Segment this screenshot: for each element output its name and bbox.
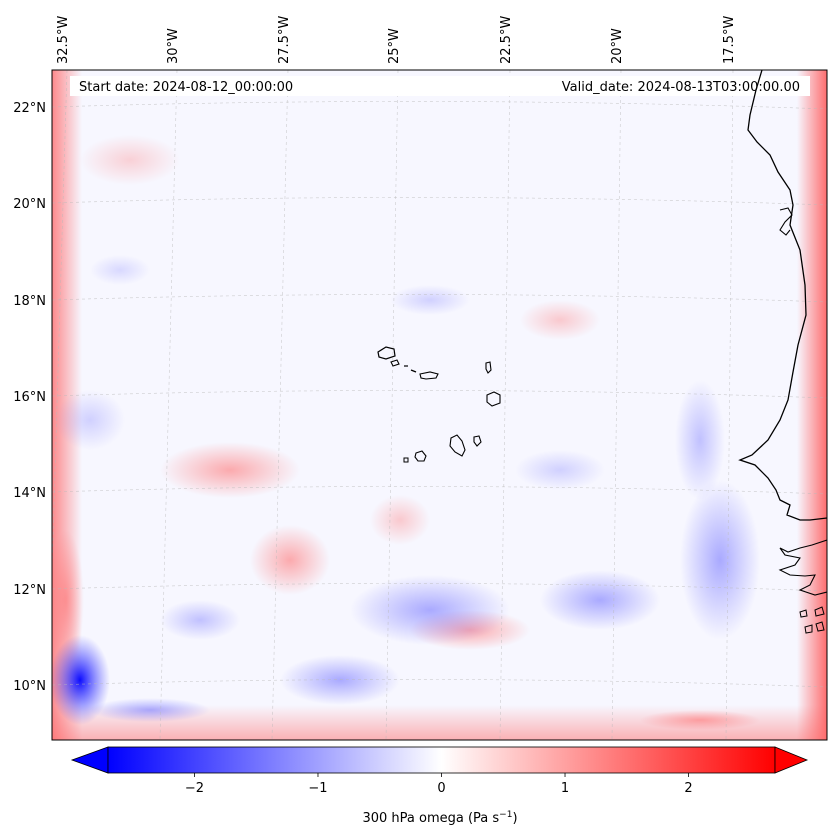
negative-omega-area	[90, 255, 150, 285]
meridian-gridline	[385, 70, 399, 740]
meridian-gridline	[271, 70, 289, 740]
parallel-gridline	[52, 486, 827, 495]
colorbar-tick-label: 2	[684, 781, 692, 796]
colorbar-gradient	[107, 746, 776, 774]
colorbar-extend-max	[774, 746, 809, 774]
negative-omega-area	[55, 390, 125, 450]
cape-verde-sao-nicolau-main	[419, 371, 439, 380]
colorbar-tick-label: 0	[437, 781, 445, 796]
longitude-tick-label: 25°W	[387, 28, 402, 64]
colorbar: −2 −1 0 1 2 300 hPa omega (Pa s−1)	[70, 746, 809, 826]
latitude-tick-label: 10°N	[13, 679, 46, 694]
meridian-gridline	[499, 70, 511, 740]
omega-field	[52, 70, 827, 740]
longitude-tick-label: 20°W	[610, 28, 625, 64]
map-frame	[51, 69, 828, 741]
colorbar-tick-label: 1	[561, 781, 569, 796]
west-africa-coastline	[738, 70, 827, 521]
parallel-gridline	[52, 197, 827, 206]
colorbar-label: 300 hPa omega (Pa s−1)	[362, 810, 517, 826]
parallel-gridline	[52, 101, 827, 110]
negative-omega-area	[680, 480, 760, 640]
colorbar-tick-label: −1	[308, 781, 327, 796]
cape-verde-sao-nicolau	[410, 369, 417, 373]
latitude-tick-label: 14°N	[13, 486, 46, 501]
longitude-tick-label: 22.5°W	[499, 16, 514, 64]
parallel-gridline	[52, 583, 827, 592]
negative-omega-area	[515, 450, 605, 490]
latitude-tick-label: 20°N	[13, 197, 46, 212]
strong-negative-omega-area	[52, 635, 110, 725]
colorbar-ticks: −2 −1 0 1 2	[185, 773, 693, 796]
positive-omega-area	[80, 135, 180, 185]
cape-verde-fogo	[414, 450, 427, 462]
negative-omega-area	[675, 380, 725, 500]
guinea-bissau-coastline	[778, 539, 827, 596]
parallel-gridline	[52, 679, 827, 688]
bijagos-island	[804, 624, 813, 634]
bijagos-island	[814, 606, 825, 617]
longitude-tick-label: 32.5°W	[56, 16, 71, 64]
longitude-tick-label: 27.5°W	[277, 16, 292, 64]
latitude-tick-label: 12°N	[13, 583, 46, 598]
negative-omega-area	[280, 655, 400, 705]
longitude-tick-labels: 32.5°W 30°W 27.5°W 25°W 22.5°W 20°W 17.5°W	[56, 16, 737, 64]
right-edge-positive-band	[797, 70, 827, 740]
meridian-gridline	[611, 70, 622, 740]
cape-verde-maio	[473, 435, 482, 447]
positive-omega-area	[52, 530, 84, 670]
latitude-tick-label: 18°N	[13, 294, 46, 309]
negative-omega-area	[160, 600, 240, 640]
negative-omega-area	[350, 575, 510, 645]
meridian-gridline	[159, 70, 178, 740]
annotation-background	[70, 76, 810, 96]
positive-omega-area	[370, 495, 430, 545]
valid-date-label: Valid_date: 2024-08-13T03:00:00.00	[562, 80, 800, 95]
parallel-gridline	[52, 294, 827, 303]
meridian-gridline	[725, 70, 734, 740]
negative-omega-area	[90, 698, 210, 722]
cape-verde-santo-antao	[377, 346, 396, 360]
cape-verde-sao-vicente	[390, 359, 400, 367]
coastal-inlet	[779, 207, 793, 236]
latitude-tick-label: 22°N	[13, 101, 46, 116]
cape-verde-boa-vista	[486, 391, 501, 407]
cape-verde-sal	[485, 361, 492, 374]
longitude-tick-label: 17.5°W	[722, 16, 737, 64]
bijagos-island	[799, 609, 808, 618]
cape-verde-brava	[403, 457, 409, 463]
colorbar-extend-min	[70, 746, 109, 774]
start-date-label: Start date: 2024-08-12_00:00:00	[79, 80, 293, 95]
colorbar-tick-label: −2	[185, 781, 204, 796]
positive-omega-area	[250, 525, 330, 595]
positive-omega-area	[160, 442, 300, 498]
cape-verde-santiago	[449, 434, 466, 457]
negative-omega-area	[540, 570, 660, 630]
latitude-tick-label: 16°N	[13, 390, 46, 405]
negative-omega-area	[390, 285, 470, 315]
parallel-gridline	[52, 390, 827, 399]
longitude-tick-label: 30°W	[166, 28, 181, 64]
positive-omega-area	[520, 300, 600, 340]
positive-omega-area	[640, 710, 760, 730]
latitude-tick-labels: 22°N 20°N 18°N 16°N 14°N 12°N 10°N	[13, 101, 46, 694]
gridlines	[52, 70, 827, 740]
bijagos-island	[815, 621, 825, 632]
